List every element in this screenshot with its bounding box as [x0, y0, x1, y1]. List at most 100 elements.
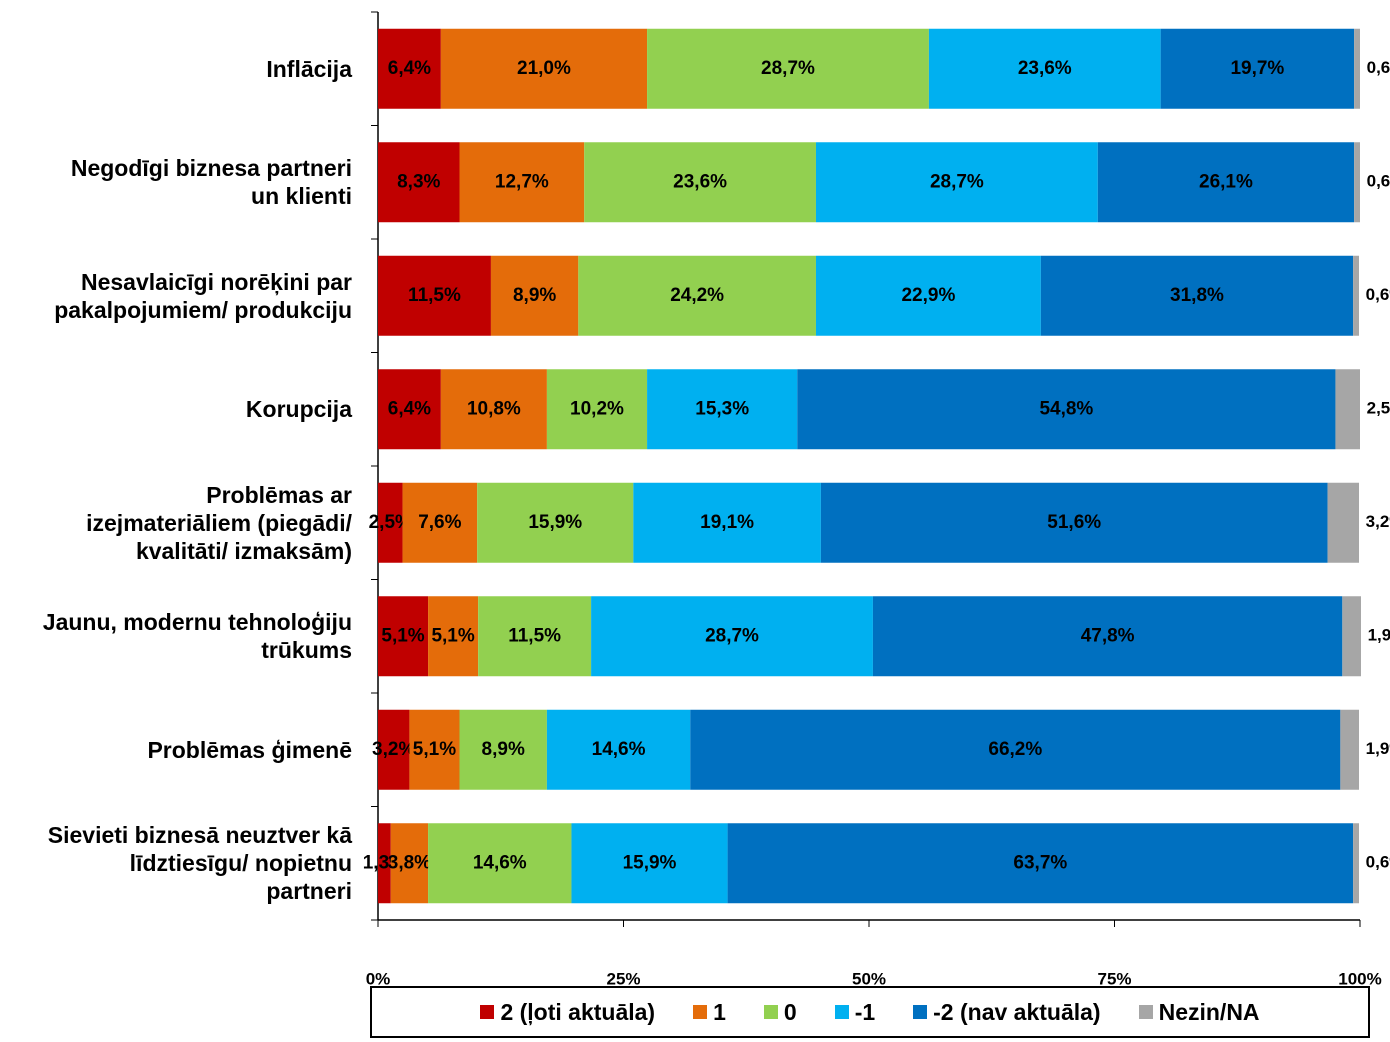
bar-segment: [378, 482, 403, 563]
value-label: 28,7%: [761, 58, 815, 79]
legend-swatch: [693, 1005, 708, 1019]
legend-label: -1: [854, 998, 876, 1025]
value-label: 24,2%: [670, 285, 724, 306]
legend-swatch: [913, 1005, 928, 1019]
bar-segment: [1040, 255, 1354, 336]
bar-segment: [690, 709, 1341, 790]
bar-segment: [390, 823, 429, 904]
value-label: 5,1%: [431, 625, 474, 646]
value-label: 19,7%: [1230, 58, 1284, 79]
value-label: 6,4%: [388, 398, 431, 419]
value-label: 6,4%: [388, 58, 431, 79]
legend-item: 2 (ļoti aktuāla): [480, 999, 655, 1026]
value-label: 47,8%: [1081, 625, 1135, 646]
category-label: Sievieti biznesā neuztver kā līdztiesīgu…: [47, 822, 352, 905]
value-label: 23,6%: [673, 171, 727, 192]
value-label: 1,9%: [1366, 739, 1390, 758]
bar-segment: [378, 142, 460, 223]
bar-segment: [378, 596, 429, 677]
value-label: 0,6%: [1367, 58, 1390, 77]
legend-item: 1: [693, 999, 726, 1026]
value-label: 0,6%: [1367, 172, 1390, 191]
bar-segment: [478, 596, 592, 677]
value-label: 12,7%: [495, 171, 549, 192]
legend-item: Nezin/NA: [1138, 998, 1260, 1026]
bar-segment: [546, 369, 648, 450]
value-label: 31,8%: [1170, 285, 1224, 306]
value-label: 15,9%: [528, 512, 582, 533]
bar-segment: [1353, 255, 1360, 336]
legend-swatch: [763, 1005, 778, 1019]
bar-segment: [727, 823, 1354, 904]
value-label: 3,2%: [372, 739, 415, 760]
x-tick-label: 100%: [1338, 969, 1381, 988]
category-label: Jaunu, modernu tehnoloģiju trūkums: [42, 609, 352, 664]
category-label: Negodīgi biznesa partneri un klienti: [70, 155, 352, 210]
bar-segment: [647, 369, 798, 450]
value-label: 22,9%: [901, 285, 955, 306]
legend-label: 2 (ļoti aktuāla): [500, 998, 656, 1025]
value-label: 5,1%: [413, 739, 456, 760]
legend-item: 0: [763, 998, 797, 1026]
bar-segment: [571, 823, 728, 904]
category-label-box: Nesavlaicīgi norēķini par pakalpojumiem/…: [0, 239, 352, 353]
value-label: 5,1%: [381, 625, 424, 646]
value-label: 14,6%: [592, 739, 646, 760]
x-tick-label: 50%: [852, 969, 886, 988]
value-label: 51,6%: [1047, 512, 1101, 533]
bar-segment: [815, 255, 1041, 336]
bar-segment: [428, 596, 479, 677]
category-label: Inflācija: [266, 55, 352, 82]
bar-segment: [1340, 709, 1360, 790]
value-label: 8,9%: [482, 739, 525, 760]
value-label: 8,9%: [513, 285, 556, 306]
bar-segment: [402, 482, 478, 563]
bar-segment: [1335, 369, 1360, 450]
category-label: Problēmas ar izejmateriāliem (piegādi/ k…: [86, 481, 352, 564]
bar-segment: [1327, 482, 1360, 563]
bar-segment: [797, 369, 1336, 450]
bar-segment: [591, 596, 873, 677]
value-label: 21,0%: [517, 58, 571, 79]
category-label: Problēmas ģimenē: [147, 736, 352, 763]
legend-item: -1: [834, 998, 876, 1026]
value-label: 23,6%: [1018, 58, 1072, 79]
bar-segment: [1160, 28, 1355, 109]
bar-segment: [1353, 823, 1360, 904]
value-label: 3,2%: [1366, 512, 1390, 531]
bar-segment: [1097, 142, 1355, 223]
legend-label: 1: [713, 998, 726, 1025]
bar-segment: [378, 28, 441, 109]
value-label: 66,2%: [988, 739, 1042, 760]
category-label: Nesavlaicīgi norēķini par pakalpojumiem/…: [54, 268, 352, 323]
category-label-box: Problēmas ar izejmateriāliem (piegādi/ k…: [0, 466, 352, 580]
legend: 2 (ļoti aktuāla) 1 0 -1 -2 (nav aktuāla) Nezi…: [370, 986, 1370, 1038]
value-label: 15,3%: [695, 398, 749, 419]
x-tick-label: 75%: [1097, 969, 1131, 988]
legend-label: 0: [783, 998, 797, 1025]
bar-segment: [815, 142, 1098, 223]
category-label: Korupcija: [245, 396, 352, 423]
value-label: 0,6%: [1366, 285, 1390, 304]
bar-segment: [378, 369, 441, 450]
bar-segment: [820, 482, 1328, 563]
legend-label: Nezin/NA: [1158, 998, 1260, 1025]
bar-segment: [647, 28, 929, 109]
category-label-box: Korupcija: [0, 353, 352, 467]
bar-segment: [440, 369, 547, 450]
value-label: 26,1%: [1199, 171, 1253, 192]
value-label: 28,7%: [705, 625, 759, 646]
bar-segment: [872, 596, 1343, 677]
value-label: 14,6%: [473, 852, 527, 873]
value-label: 28,7%: [930, 171, 984, 192]
bar-segment: [378, 255, 491, 336]
bar-segment: [1354, 142, 1360, 223]
value-label: 10,2%: [570, 398, 624, 419]
x-tick-label: 0%: [366, 969, 391, 988]
legend-swatch: [480, 1005, 495, 1019]
legend-item: -2 (nav aktuāla): [913, 999, 1101, 1026]
category-label-box: Sievieti biznesā neuztver kā līdztiesīgu…: [0, 807, 352, 921]
bar-segment: [459, 142, 585, 223]
